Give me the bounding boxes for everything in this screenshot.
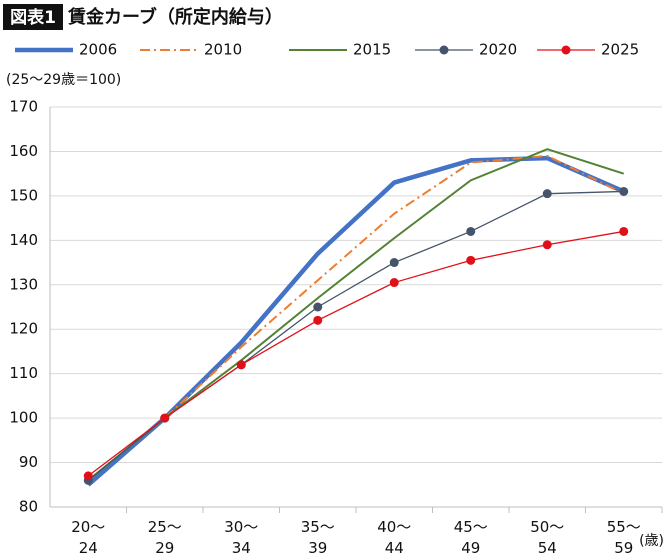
legend-label: 2015 <box>353 41 391 59</box>
x-tick-label: 25～ 29 <box>147 518 182 557</box>
legend-label: 2020 <box>479 41 517 59</box>
x-tick-label: 40～ 44 <box>377 518 412 557</box>
series-marker <box>236 360 246 370</box>
series-marker <box>542 240 552 250</box>
x-tick-label: 35～ 39 <box>300 518 335 557</box>
legend-marker <box>439 45 449 55</box>
y-tick-label: 170 <box>9 98 38 116</box>
y-tick-label: 100 <box>9 409 38 427</box>
chart-title: 賃金カーブ（所定内給与） <box>67 6 283 28</box>
y-tick-label: 120 <box>9 320 38 338</box>
legend-marker <box>561 45 571 55</box>
y-tick-label: 160 <box>9 142 38 160</box>
series-marker <box>619 186 629 196</box>
series-marker <box>83 471 93 481</box>
series-line <box>87 190 624 481</box>
x-tick-label: 50～ 54 <box>530 518 565 557</box>
unit-note: (25～29歳＝100) <box>6 72 121 88</box>
legend-label: 2006 <box>79 41 117 59</box>
series-line <box>87 154 625 482</box>
series-line <box>87 230 624 477</box>
series-marker <box>389 278 399 288</box>
x-tick-label: 55～ 59 <box>606 518 641 557</box>
series-line <box>86 155 625 487</box>
x-tick-label: 20～ 24 <box>71 518 106 557</box>
y-tick-label: 130 <box>9 275 38 293</box>
series-marker <box>313 315 323 325</box>
label-box <box>3 4 63 30</box>
figure-label: 図表1 <box>10 7 56 28</box>
y-tick-label: 90 <box>19 453 38 471</box>
y-tick-label: 110 <box>9 364 38 382</box>
x-tick-label: 30～ 34 <box>224 518 259 557</box>
x-unit: (歳) <box>639 533 664 549</box>
x-tick-label: 45～ 49 <box>453 518 488 557</box>
series-marker <box>466 226 476 236</box>
y-tick-label: 80 <box>19 498 38 516</box>
series-marker <box>313 302 323 312</box>
legend-label: 2025 <box>601 41 639 59</box>
y-tick-label: 140 <box>9 231 38 249</box>
series-marker <box>542 189 552 199</box>
series-marker <box>466 255 476 265</box>
legend-label: 2010 <box>204 41 242 59</box>
series-line <box>87 148 625 482</box>
series-marker <box>389 258 399 268</box>
series-marker <box>160 413 170 423</box>
series-marker <box>619 226 629 236</box>
y-tick-label: 150 <box>9 186 38 204</box>
